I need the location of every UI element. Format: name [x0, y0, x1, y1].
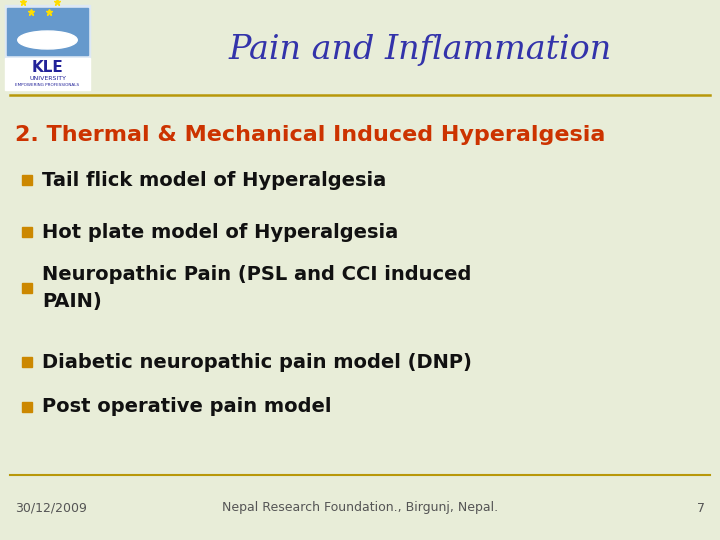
Text: 30/12/2009: 30/12/2009 [15, 502, 87, 515]
Text: Pain and Inflammation: Pain and Inflammation [228, 34, 611, 66]
Ellipse shape [18, 31, 77, 49]
Bar [5, 5, 90, 58]
Bar [22, 402, 32, 412]
Text: KLE: KLE [32, 60, 63, 76]
Text: Nepal Research Foundation., Birgunj, Nepal.: Nepal Research Foundation., Birgunj, Nep… [222, 502, 498, 515]
Text: Neuropathic Pain (PSL and CCI induced
PAIN): Neuropathic Pain (PSL and CCI induced PA… [42, 265, 472, 310]
Bar [22, 357, 32, 367]
Bar [5, 58, 90, 90]
Bar [22, 175, 32, 185]
Text: 2. Thermal & Mechanical Induced Hyperalgesia: 2. Thermal & Mechanical Induced Hyperalg… [15, 125, 606, 145]
Text: EMPOWERING PROFESSIONALS: EMPOWERING PROFESSIONALS [15, 83, 80, 87]
Bar [22, 283, 32, 293]
Text: 7: 7 [697, 502, 705, 515]
Text: Diabetic neuropathic pain model (DNP): Diabetic neuropathic pain model (DNP) [42, 353, 472, 372]
Text: Hot plate model of Hyperalgesia: Hot plate model of Hyperalgesia [42, 222, 398, 241]
Text: Post operative pain model: Post operative pain model [42, 397, 331, 416]
Text: Tail flick model of Hyperalgesia: Tail flick model of Hyperalgesia [42, 171, 386, 190]
Text: UNIVERSITY: UNIVERSITY [29, 76, 66, 80]
Bar [7, 8, 88, 55]
Bar [22, 227, 32, 237]
